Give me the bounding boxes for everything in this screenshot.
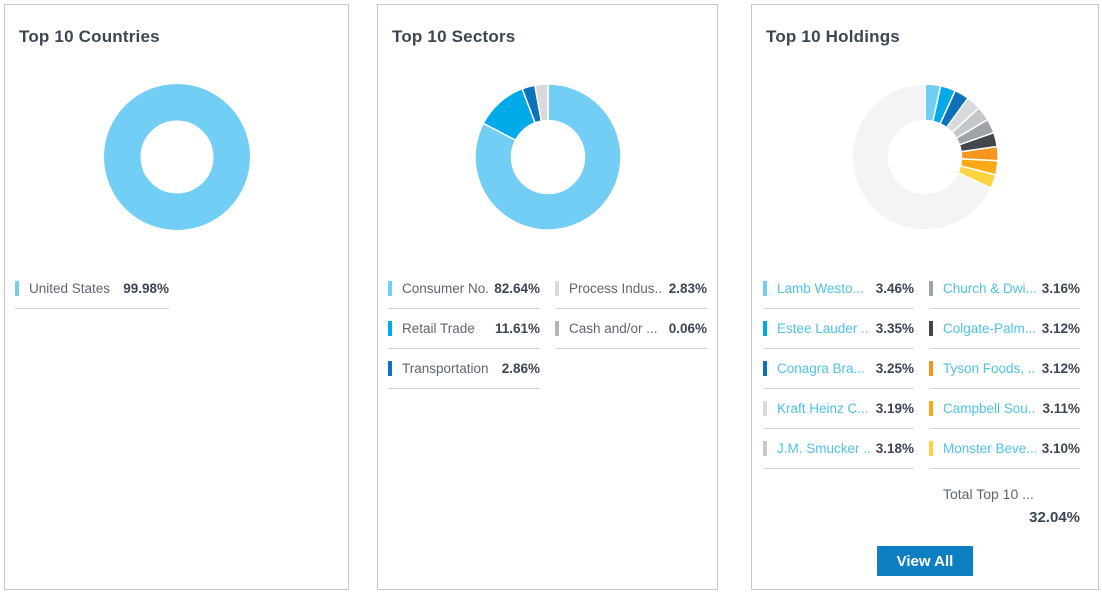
legend-swatch	[15, 281, 19, 296]
card-title: Top 10 Countries	[19, 27, 160, 46]
legend-holdings: Lamb Westo... 3.46% Estee Lauder ... 3.35% C…	[752, 269, 1098, 469]
legend-column-right	[184, 269, 338, 309]
legend-swatch	[763, 361, 767, 376]
legend-item: Estee Lauder ... 3.35%	[763, 309, 914, 349]
legend-swatch	[555, 281, 559, 296]
legend-label: Retail Trade	[402, 321, 475, 336]
legend-item: Consumer No... 82.64%	[388, 269, 540, 309]
card-top-10-holdings: Top 10 Holdings Lamb Westo... 3.46% Estee …	[751, 4, 1099, 590]
total-top10-value: 32.04%	[1029, 509, 1080, 526]
view-all-wrap: View All	[752, 546, 1098, 576]
legend-swatch	[929, 401, 933, 416]
legend-swatch	[388, 321, 392, 336]
legend-label[interactable]: Campbell Sou...	[943, 401, 1037, 416]
legend-column-right: Process Indus... 2.83% Cash and/or ... 0.06…	[555, 269, 707, 389]
legend-label[interactable]: Colgate-Palm...	[943, 321, 1036, 336]
legend-label: Cash and/or ...	[569, 321, 658, 336]
legend-label[interactable]: Monster Beve...	[943, 441, 1036, 456]
card-top-10-countries: Top 10 Countries United States 99.98%	[4, 4, 349, 590]
legend-value: 3.18%	[875, 441, 914, 456]
donut-segment[interactable]	[852, 84, 992, 230]
legend-item: Church & Dwi... 3.16%	[929, 269, 1080, 309]
legend-label[interactable]: Kraft Heinz C...	[777, 401, 869, 416]
legend-column-left: Consumer No... 82.64% Retail Trade 11.61% Tr…	[388, 269, 540, 389]
legend-value: 3.16%	[1041, 281, 1080, 296]
legend-value: 3.19%	[875, 401, 914, 416]
legend-value: 99.98%	[123, 281, 169, 296]
card-title: Top 10 Holdings	[766, 27, 900, 46]
legend-item: Conagra Bra... 3.25%	[763, 349, 914, 389]
legend-swatch	[763, 401, 767, 416]
legend-label: Transportation	[402, 361, 489, 376]
legend-countries: United States 99.98%	[5, 269, 348, 309]
legend-value: 82.64%	[494, 281, 540, 296]
legend-value: 0.06%	[668, 321, 707, 336]
legend-value: 2.83%	[668, 281, 707, 296]
legend-swatch	[555, 321, 559, 336]
legend-value: 3.10%	[1041, 441, 1080, 456]
legend-value: 3.25%	[875, 361, 914, 376]
legend-swatch	[929, 321, 933, 336]
legend-value: 3.12%	[1041, 361, 1080, 376]
legend-item: Cash and/or ... 0.06%	[555, 309, 707, 349]
legend-swatch	[388, 361, 392, 376]
donut-chart	[103, 84, 250, 230]
legend-column-left: Lamb Westo... 3.46% Estee Lauder ... 3.35% C…	[763, 269, 914, 469]
legend-item: Transportation 2.86%	[388, 349, 540, 389]
legend-value: 11.61%	[494, 321, 540, 336]
legend-label[interactable]: Conagra Bra...	[777, 361, 865, 376]
legend-item: Colgate-Palm... 3.12%	[929, 309, 1080, 349]
legend-value: 3.12%	[1041, 321, 1080, 336]
legend-swatch	[929, 281, 933, 296]
legend-label[interactable]: Lamb Westo...	[777, 281, 864, 296]
legend-swatch	[929, 361, 933, 376]
view-all-button[interactable]: View All	[877, 546, 973, 576]
legend-item: Monster Beve... 3.10%	[929, 429, 1080, 469]
legend-label: Consumer No...	[402, 281, 489, 296]
donut-chart	[474, 84, 621, 230]
total-right: Total Top 10 ... 32.04%	[929, 483, 1080, 531]
legend-swatch	[929, 441, 933, 456]
total-top10-label: Total Top 10 ...	[943, 486, 1034, 502]
donut-chart	[852, 84, 998, 230]
legend-sectors: Consumer No... 82.64% Retail Trade 11.61% Tr…	[378, 269, 717, 389]
legend-item: Kraft Heinz C... 3.19%	[763, 389, 914, 429]
legend-item: Process Indus... 2.83%	[555, 269, 707, 309]
total-top10-block: Total Top 10 ... 32.04%	[752, 469, 1098, 531]
donut-segment[interactable]	[103, 84, 250, 230]
legend-label[interactable]: J.M. Smucker ...	[777, 441, 870, 456]
legend-item: J.M. Smucker ... 3.18%	[763, 429, 914, 469]
donut-chart-holdings	[752, 84, 1098, 230]
legend-value: 3.11%	[1042, 401, 1080, 416]
legend-value: 3.35%	[875, 321, 914, 336]
legend-label: United States	[29, 281, 111, 296]
legend-label[interactable]: Church & Dwi...	[943, 281, 1036, 296]
legend-item: Retail Trade 11.61%	[388, 309, 540, 349]
total-spacer	[763, 469, 914, 531]
legend-value: 3.46%	[875, 281, 914, 296]
legend-item: Lamb Westo... 3.46%	[763, 269, 914, 309]
card-title: Top 10 Sectors	[392, 27, 516, 46]
legend-item: Tyson Foods, ... 3.12%	[929, 349, 1080, 389]
legend-item: Campbell Sou... 3.11%	[929, 389, 1080, 429]
legend-column-right: Church & Dwi... 3.16% Colgate-Palm... 3.12%…	[929, 269, 1080, 469]
legend-column-left: United States 99.98%	[15, 269, 169, 309]
donut-segment[interactable]	[474, 84, 621, 230]
legend-value: 2.86%	[501, 361, 540, 376]
legend-swatch	[388, 281, 392, 296]
donut-chart-sectors	[378, 84, 717, 230]
legend-label[interactable]: Estee Lauder ...	[777, 321, 870, 336]
legend-swatch	[763, 281, 767, 296]
legend-label: Process Indus...	[569, 281, 663, 296]
legend-label[interactable]: Tyson Foods, ...	[943, 361, 1036, 376]
donut-chart-countries	[5, 84, 348, 230]
legend-swatch	[763, 321, 767, 336]
legend-item: United States 99.98%	[15, 269, 169, 309]
legend-swatch	[763, 441, 767, 456]
card-top-10-sectors: Top 10 Sectors Consumer No... 82.64% Retai…	[377, 4, 718, 590]
